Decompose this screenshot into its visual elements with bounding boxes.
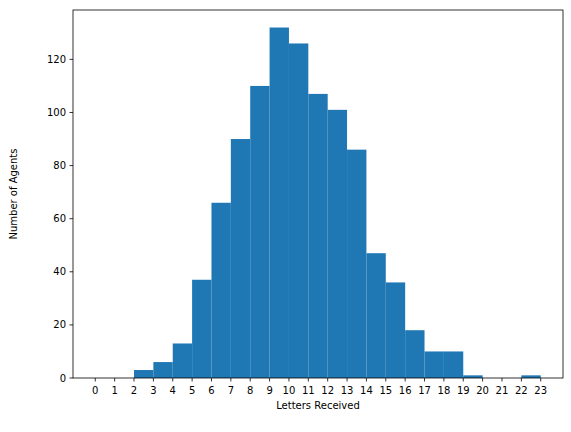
x-tick	[347, 378, 348, 382]
x-tick-label: 6	[208, 385, 214, 396]
x-tick	[405, 378, 406, 382]
bar	[308, 94, 327, 378]
x-tick-label: 2	[131, 385, 137, 396]
x-tick-label: 13	[341, 385, 354, 396]
x-tick-label: 17	[418, 385, 431, 396]
x-tick	[443, 378, 444, 382]
x-tick-label: 16	[399, 385, 412, 396]
x-tick-label: 11	[302, 385, 315, 396]
y-tick-label: 40	[53, 266, 66, 277]
y-tick-label: 20	[53, 319, 66, 330]
x-tick	[424, 378, 425, 382]
x-tick-label: 18	[438, 385, 451, 396]
bar	[173, 343, 192, 378]
x-tick	[114, 378, 115, 382]
frame	[73, 10, 563, 378]
y-tick	[70, 165, 74, 166]
x-tick-label: 7	[228, 385, 234, 396]
x-tick-label: 3	[150, 385, 156, 396]
y-tick	[70, 112, 74, 113]
x-tick	[366, 378, 367, 382]
bar	[425, 351, 444, 378]
x-tick-label: 15	[379, 385, 392, 396]
x-tick	[501, 378, 502, 382]
x-tick-label: 1	[111, 385, 117, 396]
x-tick	[385, 378, 386, 382]
x-tick	[288, 378, 289, 382]
x-tick	[482, 378, 483, 382]
x-tick-label: 23	[534, 385, 547, 396]
bar	[328, 110, 347, 378]
x-tick-label: 10	[283, 385, 296, 396]
x-tick-label: 22	[515, 385, 528, 396]
x-tick	[250, 378, 251, 382]
x-tick	[269, 378, 270, 382]
bar	[289, 43, 308, 378]
x-tick-label: 21	[496, 385, 509, 396]
x-tick	[211, 378, 212, 382]
y-tick-label: 0	[60, 373, 66, 384]
x-tick	[308, 378, 309, 382]
x-tick	[327, 378, 328, 382]
y-tick-label: 60	[53, 213, 66, 224]
chart: 0123456789101112131415161718192021222302…	[0, 0, 571, 432]
x-tick	[153, 378, 154, 382]
bar	[211, 203, 230, 378]
bars	[134, 28, 541, 378]
bar	[231, 139, 250, 378]
bar	[366, 253, 385, 378]
x-tick	[95, 378, 96, 382]
bar	[153, 362, 172, 378]
y-tick	[70, 59, 74, 60]
y-tick	[70, 271, 74, 272]
x-tick	[230, 378, 231, 382]
bar	[250, 86, 269, 378]
x-tick-label: 12	[321, 385, 334, 396]
bar	[192, 280, 211, 378]
x-tick	[540, 378, 541, 382]
x-tick-label: 5	[189, 385, 195, 396]
y-tick-label: 120	[47, 54, 66, 65]
y-tick	[70, 218, 74, 219]
x-tick	[521, 378, 522, 382]
x-tick-label: 19	[457, 385, 470, 396]
y-tick-label: 80	[53, 160, 66, 171]
x-axis-label: Letters Received	[276, 400, 360, 411]
x-tick-label: 9	[266, 385, 272, 396]
x-tick	[134, 378, 135, 382]
bar	[134, 370, 153, 378]
x-tick-label: 20	[476, 385, 489, 396]
x-tick	[463, 378, 464, 382]
bar	[347, 150, 366, 378]
x-tick	[172, 378, 173, 382]
y-axis-label: Number of Agents	[8, 149, 19, 240]
bar	[386, 282, 405, 378]
y-tick	[70, 378, 74, 379]
y-tick	[70, 324, 74, 325]
bar	[405, 330, 424, 378]
y-tick-label: 100	[47, 107, 66, 118]
bar	[444, 351, 463, 378]
x-tick-label: 14	[360, 385, 373, 396]
x-tick	[192, 378, 193, 382]
x-tick-label: 8	[247, 385, 253, 396]
x-tick-label: 0	[92, 385, 98, 396]
x-tick-label: 4	[170, 385, 176, 396]
bar	[270, 28, 289, 378]
